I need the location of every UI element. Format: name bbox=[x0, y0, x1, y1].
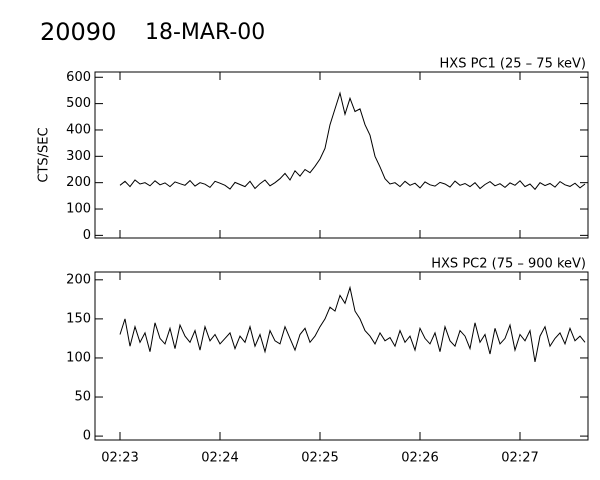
chart-subtitle: 18-MAR-00 bbox=[145, 20, 265, 45]
y-tick-label: 0 bbox=[83, 228, 91, 243]
y-tick-label: 0 bbox=[83, 429, 91, 444]
panel-label: HXS PC1 (25 – 75 keV) bbox=[440, 57, 586, 72]
y-tick-label: 100 bbox=[66, 350, 91, 365]
y-tick-label: 300 bbox=[66, 149, 91, 164]
data-line bbox=[119, 91, 586, 191]
y-tick-label: 400 bbox=[66, 122, 91, 137]
x-tick-label: 02:23 bbox=[101, 451, 138, 466]
y-tick-label: 600 bbox=[66, 70, 91, 85]
y-tick-label: 50 bbox=[74, 390, 91, 405]
data-line bbox=[119, 285, 586, 362]
y-tick-label: 500 bbox=[66, 96, 91, 111]
plot-frame bbox=[94, 71, 589, 239]
y-tick-label: 100 bbox=[66, 202, 91, 217]
y-tick-label: 200 bbox=[66, 175, 91, 190]
x-tick-label: 02:25 bbox=[301, 451, 338, 466]
x-tick-label: 02:24 bbox=[201, 451, 238, 466]
plot-frame bbox=[94, 271, 589, 441]
x-tick-label: 02:27 bbox=[501, 451, 538, 466]
y-tick-label: 150 bbox=[66, 311, 91, 326]
panel-label: HXS PC2 (75 – 900 keV) bbox=[431, 257, 586, 272]
y-tick-label: 200 bbox=[66, 272, 91, 287]
chart-title: 20090 bbox=[40, 18, 116, 46]
y-axis-label: CTS/SEC bbox=[37, 127, 52, 182]
x-tick-label: 02:26 bbox=[401, 451, 438, 466]
